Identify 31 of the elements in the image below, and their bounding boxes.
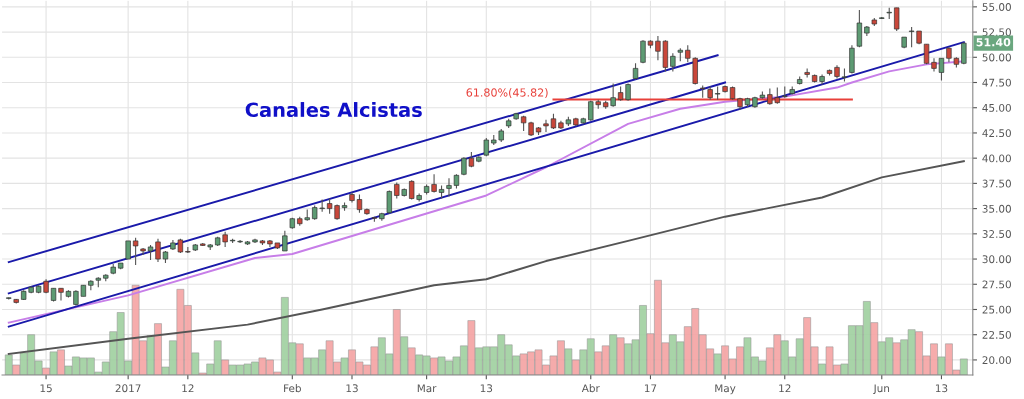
y-tick-label: 25.00 (982, 305, 1011, 314)
y-tick-label: 32.50 (982, 230, 1011, 238)
x-tick-label: 13 (346, 384, 358, 393)
x-tick-label: 12 (182, 384, 194, 392)
annotation: 61.80%(45.82) (466, 88, 548, 99)
y-tick-label: 42.50 (982, 129, 1011, 138)
x-tick-label: 13 (935, 384, 948, 393)
y-tick-label: 20.00 (982, 356, 1011, 365)
x-tick-label: May (715, 384, 736, 395)
x-tick-label: Feb (284, 384, 301, 393)
y-tick-label: 45.00 (982, 103, 1011, 112)
x-tick-label: Mar (417, 384, 437, 393)
y-tick-label: 37.50 (982, 179, 1011, 188)
y-tick-label: 30.00 (982, 255, 1011, 264)
x-tick-label: 17 (644, 384, 657, 392)
x-tick-label: Jun (873, 384, 890, 395)
y-tick-label: 50.00 (982, 53, 1011, 62)
x-tick-label: 2017 (115, 384, 141, 393)
y-tick-label: 47.50 (982, 78, 1011, 87)
y-tick-label: 27.50 (982, 280, 1011, 289)
y-tick-label: 52.50 (982, 28, 1011, 37)
x-tick-label: 15 (40, 384, 52, 393)
y-tick-label: 22.50 (982, 330, 1011, 339)
x-tick-label: Abr (581, 384, 600, 393)
annotation: Canales Alcistas (245, 102, 422, 118)
y-tick-label: 40.00 (982, 154, 1011, 163)
y-tick-label: 35.00 (982, 204, 1011, 213)
x-tick-label: 12 (779, 384, 791, 392)
y-tick-label: 55.00 (982, 3, 1011, 11)
annotation: 51.40 (976, 37, 1011, 47)
x-tick-label: 13 (480, 384, 493, 393)
